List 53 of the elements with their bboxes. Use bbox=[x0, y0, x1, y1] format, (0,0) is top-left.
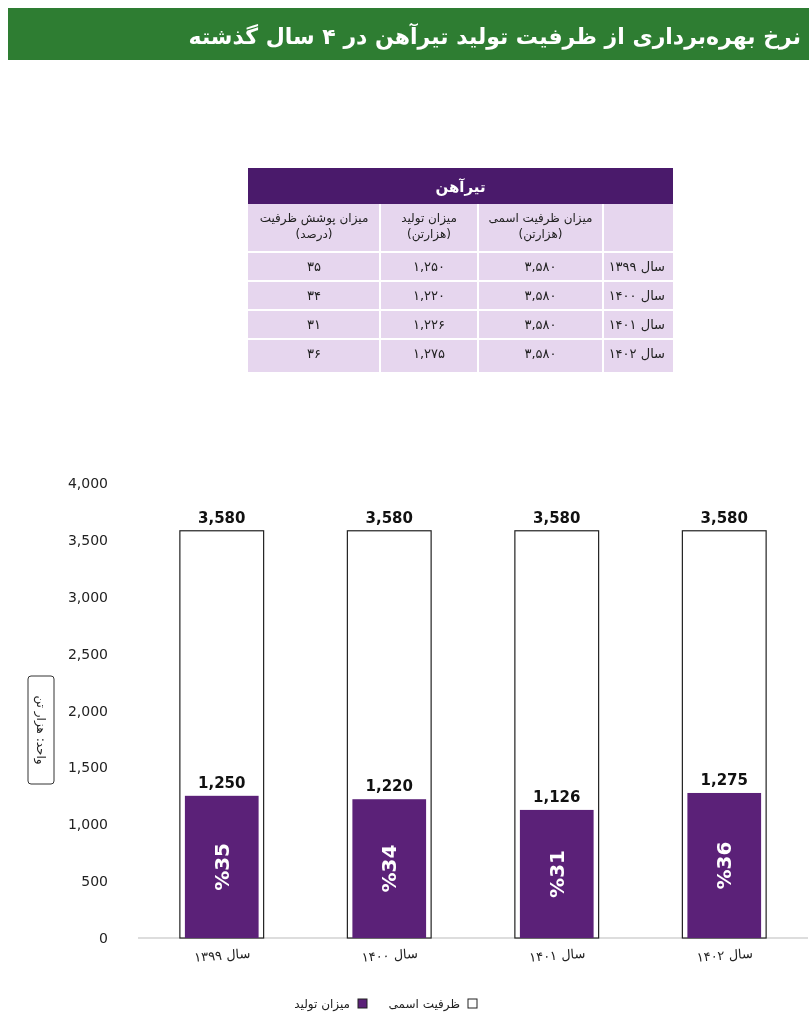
data-label: 1,126 bbox=[533, 787, 581, 806]
data-label: 1,250 bbox=[198, 773, 246, 792]
text: ۱,۲۵۰ bbox=[412, 259, 446, 274]
text: ۳,۵۸۰ bbox=[524, 317, 557, 332]
annotation: %34 bbox=[377, 844, 402, 893]
text: ۱,۲۲۰ bbox=[412, 288, 446, 303]
text: ۱,۲۷۵ bbox=[412, 346, 446, 361]
text: ۳,۵۸۰ bbox=[524, 259, 557, 274]
text: ۳,۵۸۰ bbox=[524, 346, 557, 361]
annotation: %36 bbox=[712, 841, 737, 890]
data-label: 1,275 bbox=[700, 770, 748, 789]
text: سال ۱۳۹۹ bbox=[608, 259, 665, 274]
data-label: 3,580 bbox=[700, 508, 748, 527]
text: میزان تولید (هزارتن) bbox=[401, 211, 457, 242]
legend-label: میزان تولید bbox=[294, 997, 350, 1012]
text: ۳۵ bbox=[307, 259, 321, 274]
text: ۳۶ bbox=[307, 346, 321, 361]
text: ۳,۵۸۰ bbox=[524, 288, 557, 303]
text: میزان ظرفیت اسمی (هزارتن) bbox=[488, 211, 593, 242]
text: ۳۴ bbox=[307, 288, 321, 303]
y-tick-label: 3,500 bbox=[67, 531, 108, 548]
text: سال ۱۴۰۲ bbox=[608, 346, 665, 361]
data-label: 3,580 bbox=[198, 508, 246, 527]
bar bbox=[519, 809, 594, 938]
y-tick-label: 2,500 bbox=[67, 645, 108, 662]
bar bbox=[184, 795, 259, 938]
y-tick-label: 0 bbox=[99, 930, 108, 946]
bar bbox=[687, 792, 762, 938]
chart-title: نرخ بهره‌برداری از ظرفیت تولید تیرآهن در ۴ سال گذشته bbox=[188, 22, 801, 50]
x-tick-label: سال ۱۳۹۹ bbox=[193, 945, 251, 965]
text: ۳۱ bbox=[307, 317, 321, 332]
y-tick-label: 2,000 bbox=[67, 702, 108, 719]
text: سال ۱۴۰۱ bbox=[608, 317, 665, 332]
text: سال ۱۴۰۰ bbox=[608, 288, 665, 303]
data-label: 3,580 bbox=[365, 508, 413, 527]
x-tick-label: سال ۱۴۰۲ bbox=[696, 945, 754, 965]
y-tick-label: 1,500 bbox=[67, 759, 108, 776]
annotation: %35 bbox=[209, 842, 234, 891]
y-tick-label: 3,000 bbox=[67, 588, 108, 605]
legend-label: ظرفیت اسمی bbox=[388, 997, 460, 1012]
text: میزان پوشش ظرفیت (درصد) bbox=[259, 211, 369, 242]
bar bbox=[352, 799, 427, 938]
annotation: %31 bbox=[544, 850, 569, 898]
y-tick-label: 4,000 bbox=[67, 475, 108, 491]
text: ۱,۲۲۶ bbox=[412, 317, 446, 332]
x-tick-label: سال ۱۴۰۱ bbox=[528, 945, 586, 965]
data-label: 1,220 bbox=[365, 777, 413, 796]
data-label: 3,580 bbox=[533, 508, 581, 527]
y-tick-label: 500 bbox=[81, 873, 108, 890]
y-axis-title: واحد: هزار تن bbox=[32, 695, 48, 765]
text: تیرآهن bbox=[435, 178, 486, 196]
x-tick-label: سال ۱۴۰۰ bbox=[361, 945, 419, 965]
y-tick-label: 1,000 bbox=[67, 816, 108, 833]
